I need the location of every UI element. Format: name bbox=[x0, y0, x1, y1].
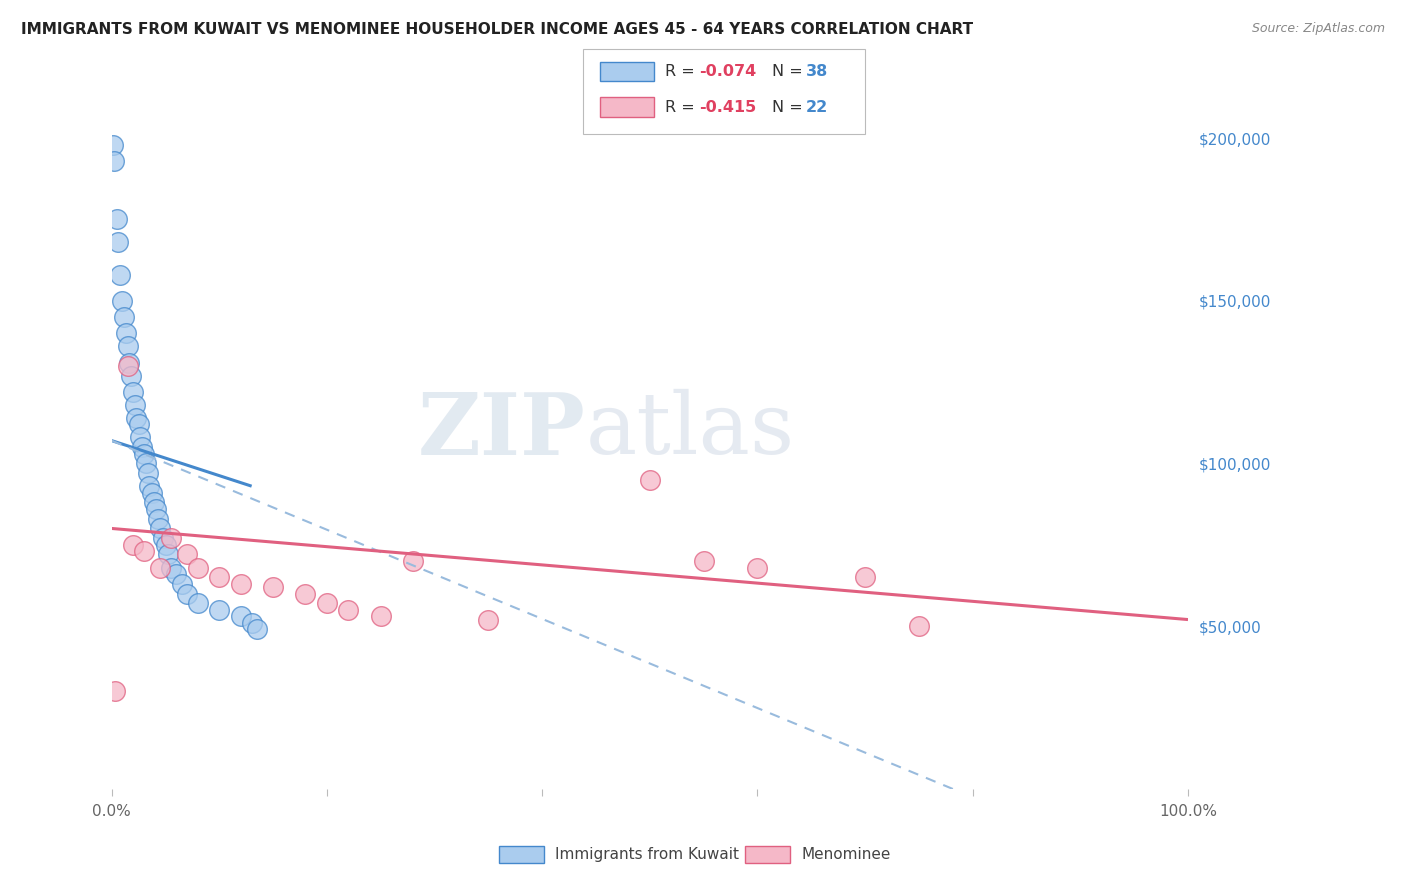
Point bbox=[149, 521, 172, 535]
Point bbox=[160, 560, 183, 574]
Text: 38: 38 bbox=[806, 64, 828, 78]
Point bbox=[692, 554, 714, 568]
Point bbox=[337, 603, 360, 617]
Point bbox=[122, 384, 145, 399]
Point bbox=[111, 293, 134, 308]
Point bbox=[170, 576, 193, 591]
Point bbox=[114, 326, 136, 341]
Text: R =: R = bbox=[665, 64, 700, 78]
Text: ZIP: ZIP bbox=[418, 389, 585, 473]
Point bbox=[294, 586, 316, 600]
Point bbox=[103, 153, 125, 168]
Point bbox=[229, 576, 252, 591]
Text: N =: N = bbox=[772, 64, 808, 78]
Text: 22: 22 bbox=[806, 100, 828, 114]
Point bbox=[246, 623, 269, 637]
Point bbox=[187, 596, 209, 610]
Point bbox=[477, 613, 499, 627]
Point bbox=[110, 268, 132, 282]
Point bbox=[132, 544, 155, 558]
Point bbox=[152, 531, 174, 545]
Text: Immigrants from Kuwait: Immigrants from Kuwait bbox=[555, 847, 740, 862]
Point bbox=[112, 310, 135, 324]
Point bbox=[125, 410, 148, 425]
Point bbox=[145, 502, 167, 516]
Point bbox=[747, 560, 769, 574]
Point bbox=[101, 137, 124, 152]
Point bbox=[131, 440, 153, 454]
Point bbox=[118, 355, 141, 369]
Point bbox=[149, 560, 172, 574]
Point bbox=[146, 512, 169, 526]
Point bbox=[128, 430, 150, 444]
Text: -0.074: -0.074 bbox=[699, 64, 756, 78]
Point bbox=[908, 619, 931, 633]
Point bbox=[370, 609, 392, 624]
Point bbox=[141, 485, 163, 500]
Point bbox=[165, 567, 187, 582]
Point bbox=[638, 473, 661, 487]
Point bbox=[208, 603, 231, 617]
Point bbox=[160, 531, 183, 545]
Point bbox=[107, 235, 129, 249]
Point bbox=[176, 586, 198, 600]
Point bbox=[187, 560, 209, 574]
Point bbox=[122, 538, 145, 552]
Point bbox=[135, 457, 157, 471]
Point bbox=[402, 554, 425, 568]
Text: Source: ZipAtlas.com: Source: ZipAtlas.com bbox=[1251, 22, 1385, 36]
Text: -0.415: -0.415 bbox=[699, 100, 756, 114]
Point bbox=[132, 447, 155, 461]
Text: N =: N = bbox=[772, 100, 808, 114]
Point bbox=[316, 596, 339, 610]
Point bbox=[155, 538, 177, 552]
Point bbox=[240, 615, 263, 630]
Point bbox=[208, 570, 231, 584]
Text: R =: R = bbox=[665, 100, 700, 114]
Text: atlas: atlas bbox=[585, 389, 794, 473]
Point bbox=[138, 479, 160, 493]
Point bbox=[120, 368, 142, 383]
Point bbox=[124, 398, 146, 412]
Point bbox=[262, 580, 284, 594]
Point bbox=[176, 548, 198, 562]
Point bbox=[117, 339, 139, 353]
Point bbox=[853, 570, 876, 584]
Point bbox=[156, 548, 179, 562]
Point bbox=[128, 417, 150, 432]
Point bbox=[117, 359, 139, 373]
Text: IMMIGRANTS FROM KUWAIT VS MENOMINEE HOUSEHOLDER INCOME AGES 45 - 64 YEARS CORREL: IMMIGRANTS FROM KUWAIT VS MENOMINEE HOUS… bbox=[21, 22, 973, 37]
Text: Menominee: Menominee bbox=[801, 847, 891, 862]
Point bbox=[229, 609, 252, 624]
Point bbox=[136, 466, 159, 480]
Point bbox=[104, 684, 127, 698]
Point bbox=[142, 495, 165, 509]
Point bbox=[105, 212, 128, 227]
